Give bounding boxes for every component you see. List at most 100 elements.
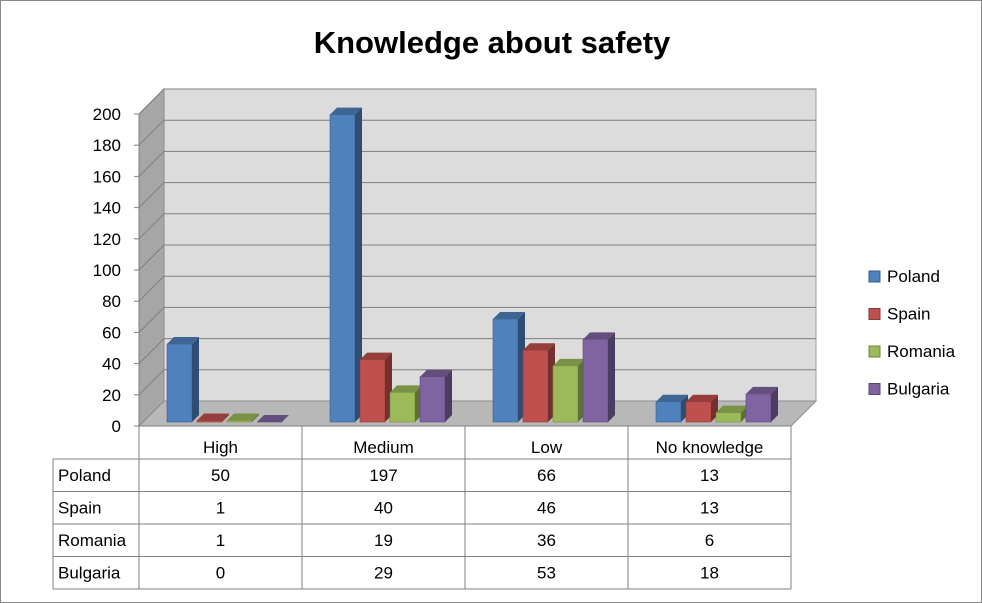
bar-front-face [522, 349, 549, 423]
x-category-label: Low [531, 438, 563, 457]
table-cell: 29 [374, 564, 393, 583]
plot-walls [137, 87, 818, 428]
bar-side-face [192, 337, 199, 422]
y-tick-label: 0 [112, 417, 121, 436]
table-row-label: Bulgaria [58, 564, 121, 583]
table-cell: 1 [216, 499, 225, 518]
bar [685, 394, 718, 423]
bar-front-face [166, 343, 193, 423]
bar-side-face [252, 413, 259, 422]
table-cell: 40 [374, 499, 393, 518]
legend-label: Romania [887, 342, 956, 361]
legend-swatch [868, 383, 881, 395]
table-cell: 13 [700, 499, 719, 518]
y-tick-label: 120 [93, 230, 121, 249]
table-cell: 18 [700, 564, 719, 583]
gridline [138, 150, 816, 177]
bar-front-face [655, 401, 682, 423]
bar-top-face [257, 415, 289, 422]
x-category-label: Medium [353, 438, 413, 457]
bar-front-face [685, 401, 712, 423]
table-row-label: Spain [58, 499, 101, 518]
bar-top-face [523, 343, 555, 351]
legend-swatch [868, 270, 881, 283]
bar-top-face [227, 413, 259, 421]
table-cell: 0 [216, 564, 225, 583]
bar-top-face [360, 352, 392, 360]
bar-side-face [222, 413, 229, 422]
table-cell: 50 [211, 466, 230, 485]
bar-side-face [771, 386, 778, 422]
bars [166, 107, 778, 423]
legend-label: Bulgaria [887, 380, 950, 399]
table-row-label: Poland [58, 466, 111, 485]
table-cell: 53 [537, 564, 556, 583]
y-tick-label: 40 [102, 355, 121, 374]
legend-label: Spain [887, 305, 930, 324]
bar [655, 394, 688, 423]
gridline [138, 213, 816, 240]
bar [389, 385, 422, 423]
gridline [138, 275, 816, 302]
bar-side-face [445, 369, 452, 422]
bar [582, 332, 615, 423]
y-tick-label: 200 [93, 105, 121, 124]
bar-front-face [196, 420, 223, 423]
gridline [138, 306, 816, 333]
bar [359, 352, 392, 423]
legend-label: Poland [887, 267, 940, 286]
y-tick-label: 180 [93, 136, 121, 155]
table-cell: 36 [537, 531, 556, 550]
bar-top-face [167, 337, 199, 344]
bar [166, 337, 199, 423]
bar-front-face [582, 339, 609, 423]
bar-top-face [330, 107, 362, 115]
legend: Poland Spain Romania Bulgaria [868, 267, 956, 399]
bar-side-face [608, 332, 615, 422]
gridline [138, 88, 816, 115]
bar-top-face [686, 394, 718, 402]
x-category-label: High [203, 438, 238, 457]
bar [745, 386, 778, 423]
table-cell: 46 [537, 499, 556, 518]
bar-front-face [552, 365, 579, 423]
bar-top-face [390, 385, 422, 393]
legend-swatch [868, 308, 881, 320]
bar-top-face [197, 413, 229, 421]
bar-top-face [583, 332, 615, 340]
chart-title: Knowledge about safety [314, 25, 671, 60]
bar-top-face [493, 312, 525, 320]
bar [715, 405, 748, 423]
x-category-label: No knowledge [656, 438, 764, 457]
y-tick-label: 20 [102, 386, 121, 405]
bar [552, 358, 585, 423]
y-tick-label: 80 [102, 292, 121, 311]
bar [492, 312, 525, 423]
legend-swatch [868, 345, 881, 358]
bar [256, 415, 289, 423]
gridline [138, 244, 816, 271]
bar [329, 107, 362, 423]
bar [522, 343, 555, 423]
bar [226, 413, 259, 423]
table-cell: 6 [705, 531, 714, 550]
bar-top-face [553, 358, 585, 366]
gridline [138, 182, 816, 208]
y-axis: 0 20 40 60 80 100 120 140 160 180 200 [93, 105, 140, 436]
bar-top-face [746, 386, 778, 394]
bar-front-face [492, 318, 519, 423]
y-tick-label: 60 [102, 323, 121, 342]
bar-side-face [355, 107, 362, 423]
bar-top-face [716, 405, 748, 413]
bar-front-face [226, 420, 253, 423]
bar-front-face [389, 392, 416, 423]
bar [419, 369, 452, 423]
bar-front-face [715, 412, 742, 423]
bar-front-face [419, 376, 446, 423]
y-tick-label: 160 [93, 167, 121, 186]
gridline [138, 119, 816, 146]
y-tick-label: 140 [93, 199, 121, 218]
table-cell: 1 [216, 531, 225, 550]
